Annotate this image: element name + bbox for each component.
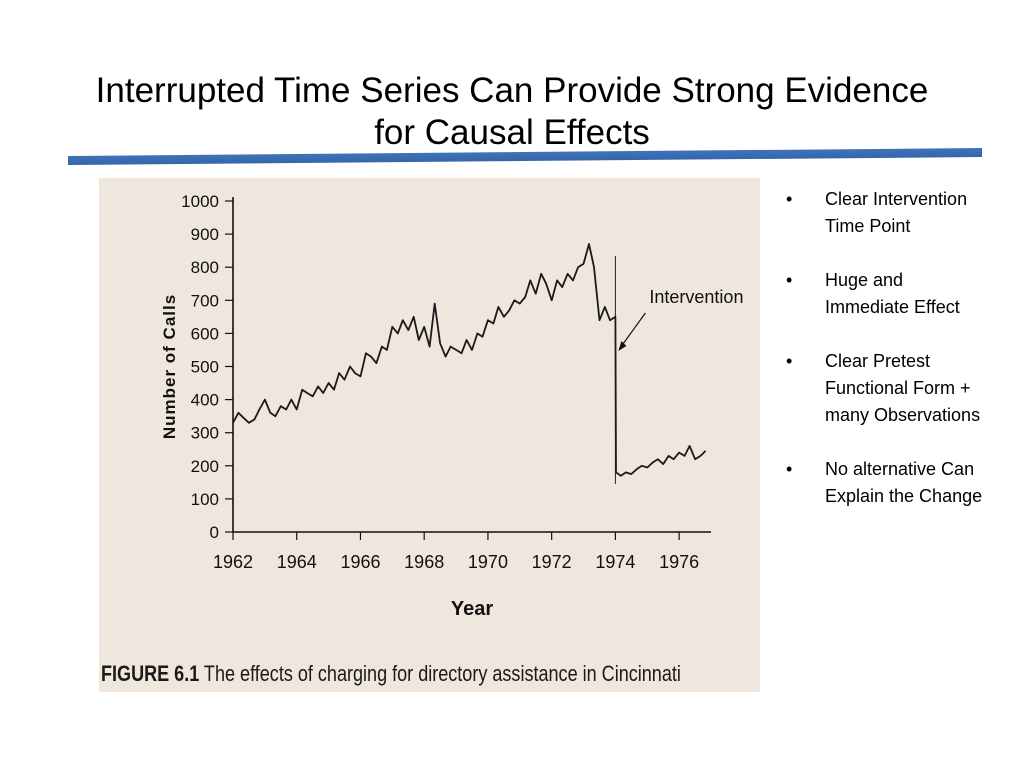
y-tick-label: 0	[210, 523, 219, 542]
figure-caption-text: The effects of charging for directory as…	[199, 661, 681, 686]
slide-title-line2: for Causal Effects	[374, 113, 650, 152]
figure-caption-label: FIGURE 6.1	[101, 661, 200, 686]
annotation-arrowhead	[618, 341, 627, 351]
bullet-marker: •	[786, 270, 793, 290]
x-tick-label: 1976	[659, 552, 699, 572]
y-tick-label: 100	[191, 490, 219, 509]
bullet-list: • Clear Intervention Time Point • Huge and …	[786, 186, 986, 537]
x-axis-label: Year	[451, 598, 493, 620]
bullet-item: • Clear Pretest Functional Form + many Ob…	[786, 348, 986, 429]
bullet-item: • Huge and Immediate Effect	[786, 267, 986, 321]
y-tick-label: 200	[191, 457, 219, 476]
y-tick-label: 900	[191, 225, 219, 244]
figure-caption: FIGURE 6.1 The effects of charging for d…	[101, 661, 681, 687]
y-tick-label: 700	[191, 291, 219, 310]
bullet-text: Clear Pretest Functional Form + many Obs…	[825, 351, 981, 425]
y-tick-label: 400	[191, 391, 219, 410]
x-tick-label: 1974	[595, 552, 635, 572]
bullet-text: No alternative Can Explain the Change	[825, 459, 983, 506]
y-axis-label: Number of Calls	[160, 294, 179, 439]
bullet-marker: •	[786, 189, 793, 209]
bullet-marker: •	[786, 459, 793, 479]
x-tick-label: 1972	[532, 552, 572, 572]
bullet-text: Huge and Immediate Effect	[825, 270, 960, 317]
bullet-text: Clear Intervention Time Point	[825, 189, 968, 236]
figure-scan: 0 100 200 300 400 500 600 700 800 900 1000 1962 1964…	[99, 178, 760, 692]
bullet-marker: •	[786, 351, 793, 371]
y-tick-label: 800	[191, 258, 219, 277]
y-tick-label: 1000	[181, 192, 219, 211]
y-tick-label: 500	[191, 358, 219, 377]
y-tick-label: 300	[191, 424, 219, 443]
intervention-annotation: Intervention	[649, 287, 743, 307]
series-line	[232, 243, 707, 477]
slide-title: Interrupted Time Series Can Provide Stro…	[60, 70, 964, 154]
x-tick-label: 1970	[468, 552, 508, 572]
bullet-item: • No alternative Can Explain the Change	[786, 456, 986, 510]
bullet-item: • Clear Intervention Time Point	[786, 186, 986, 240]
time-series-chart: 0 100 200 300 400 500 600 700 800 900 1000 1962 1964…	[160, 192, 743, 620]
x-tick-label: 1962	[213, 552, 253, 572]
x-tick-label: 1964	[277, 552, 317, 572]
annotation-arrow	[618, 312, 646, 350]
y-tick-label: 600	[191, 324, 219, 343]
x-tick-label: 1968	[404, 552, 444, 572]
x-tick-label: 1966	[340, 552, 380, 572]
slide-title-line1: Interrupted Time Series Can Provide Stro…	[95, 71, 929, 110]
